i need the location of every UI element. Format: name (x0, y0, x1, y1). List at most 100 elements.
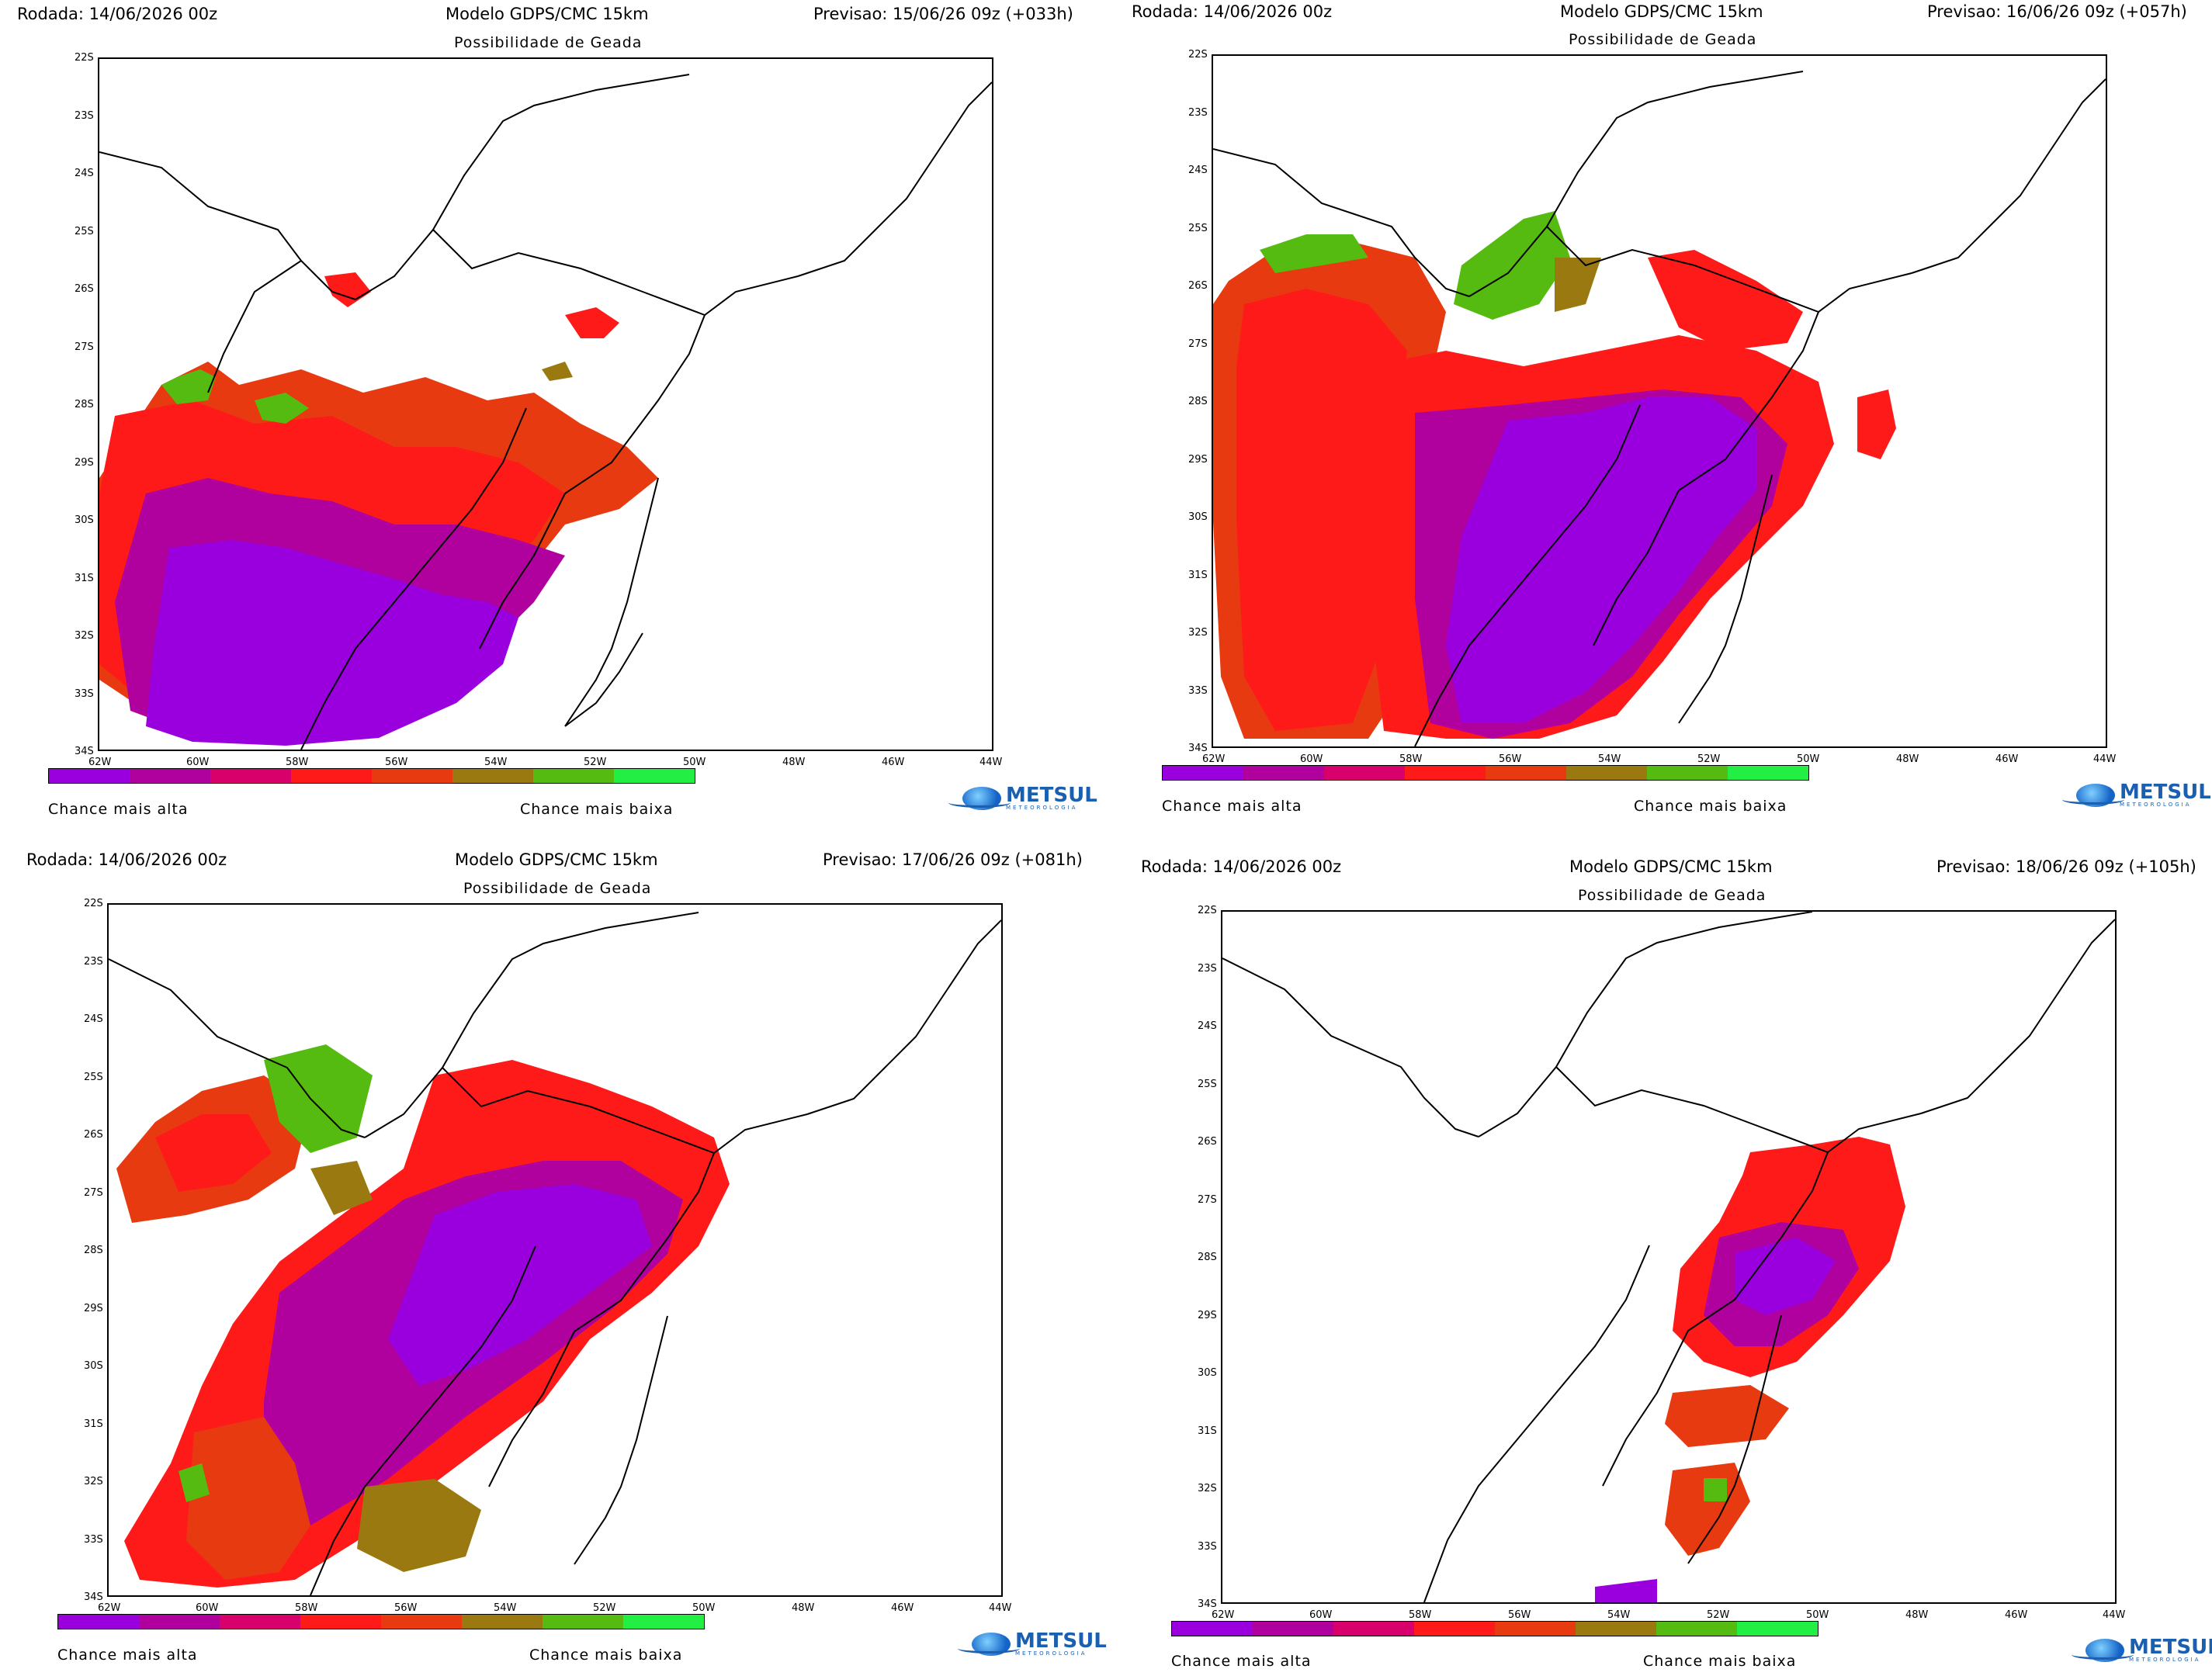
rodada-label: Rodada: 14/06/2026 00z (1132, 2, 1333, 21)
lat-label: 26S (75, 283, 94, 295)
lon-label: 62W (1202, 753, 1226, 765)
forecast-panel-1: Rodada: 14/06/2026 00z Modelo GDPS/CMC 1… (0, 0, 1106, 838)
lon-label: 46W (891, 1602, 914, 1614)
rodada-label: Rodada: 14/06/2026 00z (1141, 857, 1342, 876)
lon-label: 62W (1212, 1609, 1235, 1621)
previsao-label: Previsao: 15/06/26 09z (+033h) (813, 5, 1073, 23)
lon-label: 54W (484, 757, 508, 768)
lat-label: 22S (84, 898, 103, 909)
lon-label: 54W (1598, 753, 1621, 765)
lat-label: 23S (1188, 107, 1208, 119)
lat-label: 27S (84, 1187, 103, 1199)
lat-label: 22S (1188, 49, 1208, 61)
lat-label: 28S (75, 399, 94, 410)
lat-label: 25S (1198, 1079, 1217, 1090)
lon-label: 56W (394, 1602, 418, 1614)
lat-label: 34S (84, 1591, 103, 1603)
color-scale-bar (48, 768, 695, 784)
globe-icon (2072, 1638, 2134, 1662)
lon-label: 48W (1905, 1609, 1929, 1621)
frost-map (107, 903, 1003, 1597)
lat-label: 29S (1188, 454, 1208, 466)
political-borders (1222, 912, 2115, 1602)
logo-sub: METEOROLOGIA (2129, 1657, 2201, 1663)
lon-label: 56W (1499, 753, 1522, 765)
lat-label: 24S (84, 1013, 103, 1025)
lat-label: 30S (1188, 511, 1208, 523)
forecast-panel-2: Rodada: 14/06/2026 00z Modelo GDPS/CMC 1… (1106, 0, 2212, 838)
globe-icon (2062, 783, 2124, 807)
legend-low-label: Chance mais baixa (1634, 798, 1787, 815)
lat-label: 30S (84, 1360, 103, 1372)
lat-label: 27S (75, 341, 94, 353)
map-subtitle: Possibilidade de Geada (1578, 887, 1766, 904)
lon-label: 52W (593, 1602, 616, 1614)
lon-label: 44W (979, 757, 1003, 768)
lon-label: 56W (1508, 1609, 1531, 1621)
lat-label: 24S (1198, 1020, 1217, 1032)
lon-label: 44W (989, 1602, 1012, 1614)
lat-label: 25S (75, 226, 94, 237)
lat-label: 29S (84, 1303, 103, 1314)
lon-label: 52W (1697, 753, 1721, 765)
lat-label: 24S (75, 168, 94, 179)
lat-label: 26S (84, 1129, 103, 1141)
logo-sub: METEOROLOGIA (1015, 1650, 1087, 1657)
forecast-panel-4: Rodada: 14/06/2026 00z Modelo GDPS/CMC 1… (1106, 838, 2212, 1676)
lon-label: 60W (1309, 1609, 1333, 1621)
lon-label: 54W (494, 1602, 517, 1614)
previsao-label: Previsao: 18/06/26 09z (+105h) (1936, 857, 2196, 876)
lat-label: 28S (1198, 1252, 1217, 1263)
lon-label: 52W (584, 757, 607, 768)
logo-name: METSUL (1006, 784, 1097, 807)
lon-label: 56W (385, 757, 408, 768)
political-borders (109, 912, 1001, 1595)
legend-low-label: Chance mais baixa (1643, 1653, 1797, 1670)
legend-low-label: Chance mais baixa (520, 801, 674, 818)
color-scale-bar (57, 1614, 705, 1629)
frost-shading (1213, 211, 1896, 739)
frost-shading (1595, 1137, 1905, 1602)
logo-sub: METEOROLOGIA (1006, 805, 1078, 811)
lon-label: 48W (1896, 753, 1919, 765)
lon-label: 54W (1607, 1609, 1631, 1621)
lat-label: 31S (1188, 570, 1208, 581)
lat-label: 33S (75, 688, 94, 700)
lon-label: 46W (1995, 753, 2019, 765)
logo-name: METSUL (1015, 1629, 1107, 1653)
map-subtitle: Possibilidade de Geada (463, 880, 652, 897)
legend-high-label: Chance mais alta (1171, 1653, 1312, 1670)
lon-label: 58W (295, 1602, 318, 1614)
forecast-panel-3: Rodada: 14/06/2026 00z Modelo GDPS/CMC 1… (0, 838, 1107, 1676)
lon-label: 46W (882, 757, 905, 768)
legend-high-label: Chance mais alta (1162, 798, 1302, 815)
lat-label: 27S (1198, 1194, 1217, 1206)
lon-label: 60W (1300, 753, 1323, 765)
lat-label: 23S (84, 956, 103, 968)
lat-label: 34S (1188, 743, 1208, 754)
modelo-label: Modelo GDPS/CMC 15km (1569, 857, 1773, 876)
lat-label: 31S (1198, 1425, 1217, 1437)
map-subtitle: Possibilidade de Geada (454, 34, 643, 51)
rodada-label: Rodada: 14/06/2026 00z (26, 850, 227, 869)
previsao-label: Previsao: 16/06/26 09z (+057h) (1927, 2, 2187, 21)
lon-label: 50W (1797, 753, 1820, 765)
modelo-label: Modelo GDPS/CMC 15km (446, 5, 649, 23)
political-borders (99, 74, 992, 750)
lon-label: 62W (88, 757, 112, 768)
lat-label: 25S (84, 1072, 103, 1083)
metsul-logo: METSUL METEOROLOGIA (948, 784, 1097, 811)
lon-label: 48W (792, 1602, 815, 1614)
lat-label: 34S (1198, 1598, 1217, 1610)
lat-label: 23S (75, 110, 94, 122)
frost-map (1221, 910, 2117, 1604)
logo-name: METSUL (2120, 781, 2211, 804)
legend-high-label: Chance mais alta (48, 801, 189, 818)
lat-label: 29S (75, 457, 94, 469)
lat-label: 32S (84, 1476, 103, 1487)
lon-label: 46W (2005, 1609, 2028, 1621)
lat-label: 31S (75, 573, 94, 584)
globe-icon (958, 1632, 1020, 1656)
legend-high-label: Chance mais alta (57, 1647, 198, 1664)
modelo-label: Modelo GDPS/CMC 15km (455, 850, 658, 869)
